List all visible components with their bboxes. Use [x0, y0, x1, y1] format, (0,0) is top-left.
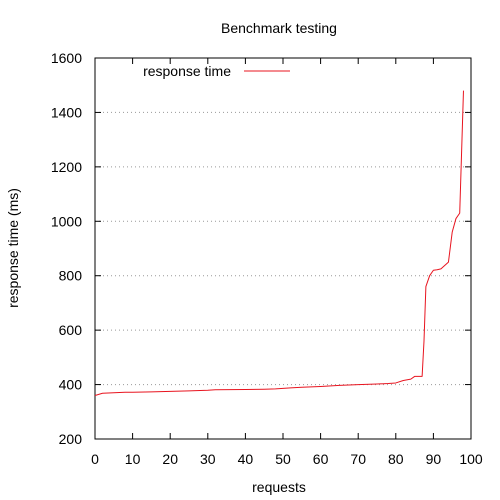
y-tick-label: 200: [59, 431, 83, 447]
x-tick-label: 70: [350, 451, 366, 467]
x-tick-label: 40: [238, 451, 254, 467]
chart-title: Benchmark testing: [221, 20, 337, 36]
x-tick-label: 0: [91, 451, 99, 467]
x-tick-label: 20: [162, 451, 178, 467]
y-tick-label: 1400: [51, 104, 82, 120]
x-tick-label: 90: [426, 451, 442, 467]
x-tick-label: 60: [313, 451, 329, 467]
x-tick-label: 10: [125, 451, 141, 467]
series-line: [94, 90, 464, 396]
x-tick-label: 50: [275, 451, 291, 467]
series-group: [94, 90, 464, 396]
y-tick-label: 1000: [51, 213, 82, 229]
grid: [95, 111, 471, 386]
x-tick-label: 30: [200, 451, 216, 467]
legend: response time: [143, 63, 290, 79]
y-tick-label: 400: [59, 377, 83, 393]
x-tick-label: 80: [388, 451, 404, 467]
y-tick-label: 600: [59, 322, 83, 338]
y-tick-label: 1200: [51, 159, 82, 175]
plot-frame: [94, 57, 472, 440]
axis-ticks: 200 400 600 800 1000 1200 1400 1600 0 10 20 30 40 50 6…: [51, 50, 483, 467]
x-tick-label: 100: [459, 451, 483, 467]
x-axis-label: requests: [252, 479, 306, 495]
y-tick-label: 1600: [51, 50, 82, 66]
y-tick-label: 800: [59, 268, 83, 284]
y-axis-label: response time (ms): [5, 188, 21, 308]
legend-label: response time: [143, 63, 231, 79]
